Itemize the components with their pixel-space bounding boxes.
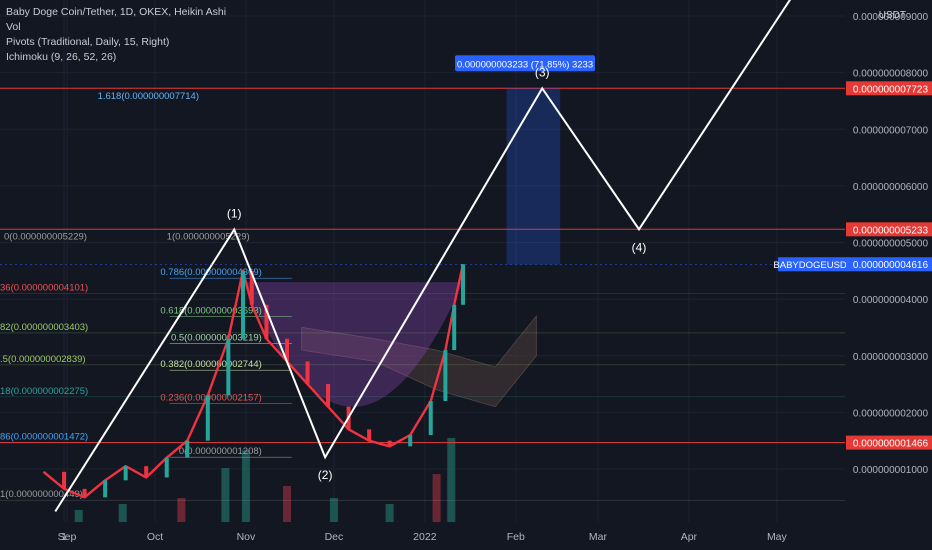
volume-bar — [385, 504, 394, 522]
price-candle — [103, 480, 108, 498]
y-tick-label: 0.000000007000 — [853, 125, 929, 136]
price-line-badge — [846, 435, 932, 450]
currency-label: USDT — [879, 10, 906, 21]
price-candle — [144, 466, 149, 478]
wave-label: (1) — [227, 207, 242, 221]
volume-bar — [118, 504, 127, 522]
measure-badge — [455, 55, 595, 72]
price-candle — [62, 471, 67, 489]
price-candle — [326, 384, 331, 407]
ichimoku-cloud — [301, 314, 537, 408]
price-line-label: 0.000000005233 — [853, 225, 929, 236]
wave-label: (4) — [632, 240, 647, 254]
volume-bar — [241, 450, 250, 522]
pivot-label: 86(0.000000001472) — [0, 431, 88, 442]
price-line-label: 0.000000001466 — [853, 439, 929, 450]
volume-bar — [221, 468, 230, 522]
volume-bar — [432, 474, 441, 522]
y-tick-label: 0.000000009000 — [853, 12, 929, 23]
measure-label: 0.000000003233 (71.85%) 3233 — [457, 59, 593, 70]
volume-bar — [447, 438, 456, 522]
fib-level-label: 0.786(0.000000004369) — [160, 267, 261, 278]
current-price-label: 0.000000004616 — [853, 260, 929, 271]
price-line-label: 0.000000007723 — [853, 84, 929, 95]
x-tick-label: Feb — [507, 531, 525, 543]
y-tick-label: 0.000000005000 — [853, 239, 929, 250]
price-candle — [408, 435, 413, 447]
volume-bar — [74, 510, 83, 522]
price-candle — [205, 395, 210, 441]
chart-legend: Baby Doge Coin/Tether, 1D, OKEX, Heikin … — [6, 5, 226, 65]
y-tick-label: 0.000000008000 — [853, 69, 929, 80]
pivot-label: 18(0.000000002275) — [0, 386, 88, 397]
x-tick-label: Oct — [147, 531, 163, 543]
price-series-line — [42, 263, 465, 499]
wave-label: (3) — [535, 65, 550, 79]
price-candle — [249, 270, 254, 305]
x-tick-label: Nov — [237, 531, 256, 543]
price-candle — [285, 338, 289, 362]
fib-level-label: 0.236(0.000000002157) — [160, 392, 261, 403]
price-line-badge — [846, 81, 932, 96]
fib-upper-label: 0(0.000000005229) — [4, 232, 87, 243]
y-tick-label: 0.000000001000 — [853, 465, 929, 476]
pivot-label: 82(0.000000003403) — [0, 322, 88, 333]
price-candle — [164, 457, 169, 478]
pivot-label: 1(0.000000000449) — [0, 489, 83, 500]
x-tick-label: 2022 — [413, 531, 437, 543]
cup-shape — [243, 282, 463, 407]
fib-level-label: 0.5(0.000000003219) — [171, 332, 262, 343]
price-candle — [82, 488, 87, 498]
wave-projection-line — [54, 0, 792, 513]
price-candle — [387, 440, 392, 447]
y-tick-label: 0.000000003000 — [853, 352, 929, 363]
current-symbol-badge — [778, 257, 848, 272]
price-line-badge — [846, 222, 932, 237]
volume-bar — [329, 498, 338, 522]
x-tick-label: 1 — [61, 531, 67, 543]
measure-box — [506, 87, 561, 265]
fib-upper-label: 1(0.000000005229) — [167, 232, 250, 243]
pivot-label: .5(0.000000002839) — [0, 354, 86, 365]
wave-label: (2) — [318, 468, 333, 482]
price-candle — [428, 401, 433, 436]
fib-level-label: 0.618(0.000000003693) — [160, 306, 261, 317]
y-tick-label: 0.000000002000 — [853, 408, 929, 419]
pivot-label: 36(0.000000004101) — [0, 282, 88, 293]
price-candle — [226, 338, 231, 396]
price-candle — [461, 264, 465, 305]
fib-level-label: 0(0.000000001208) — [179, 446, 262, 457]
volume-bar — [283, 486, 291, 522]
x-axis-background — [0, 522, 932, 550]
x-tick-label: Sep — [58, 531, 77, 543]
current-price-badge — [846, 257, 932, 272]
price-candle — [123, 466, 128, 481]
x-tick-label: Dec — [325, 531, 344, 543]
y-tick-label: 0.000000004000 — [853, 295, 929, 306]
x-tick-label: Mar — [589, 531, 608, 543]
x-tick-label: May — [767, 531, 788, 543]
price-candle — [305, 361, 310, 385]
fib-upper-label: 1.618(0.000000007714) — [98, 91, 199, 102]
legend-vol[interactable]: Vol — [6, 21, 21, 33]
x-tick-label: Apr — [681, 531, 698, 543]
current-symbol-label: BABYDOGEUSDT — [773, 260, 852, 271]
price-candle — [241, 270, 245, 339]
legend-ichimoku[interactable]: Ichimoku (9, 26, 52, 26) — [6, 51, 117, 63]
volume-bar — [177, 498, 186, 522]
legend-pivots[interactable]: Pivots (Traditional, Daily, 15, Right) — [6, 36, 170, 48]
price-candle — [367, 429, 372, 441]
price-candle — [185, 440, 190, 458]
price-candle — [452, 304, 457, 351]
price-candle — [264, 304, 269, 339]
legend-symbol[interactable]: Baby Doge Coin/Tether, 1D, OKEX, Heikin … — [6, 6, 227, 18]
price-candle — [443, 350, 448, 402]
fib-level-label: 0.382(0.000000002744) — [160, 359, 261, 370]
y-tick-label: 0.000000006000 — [853, 182, 929, 193]
